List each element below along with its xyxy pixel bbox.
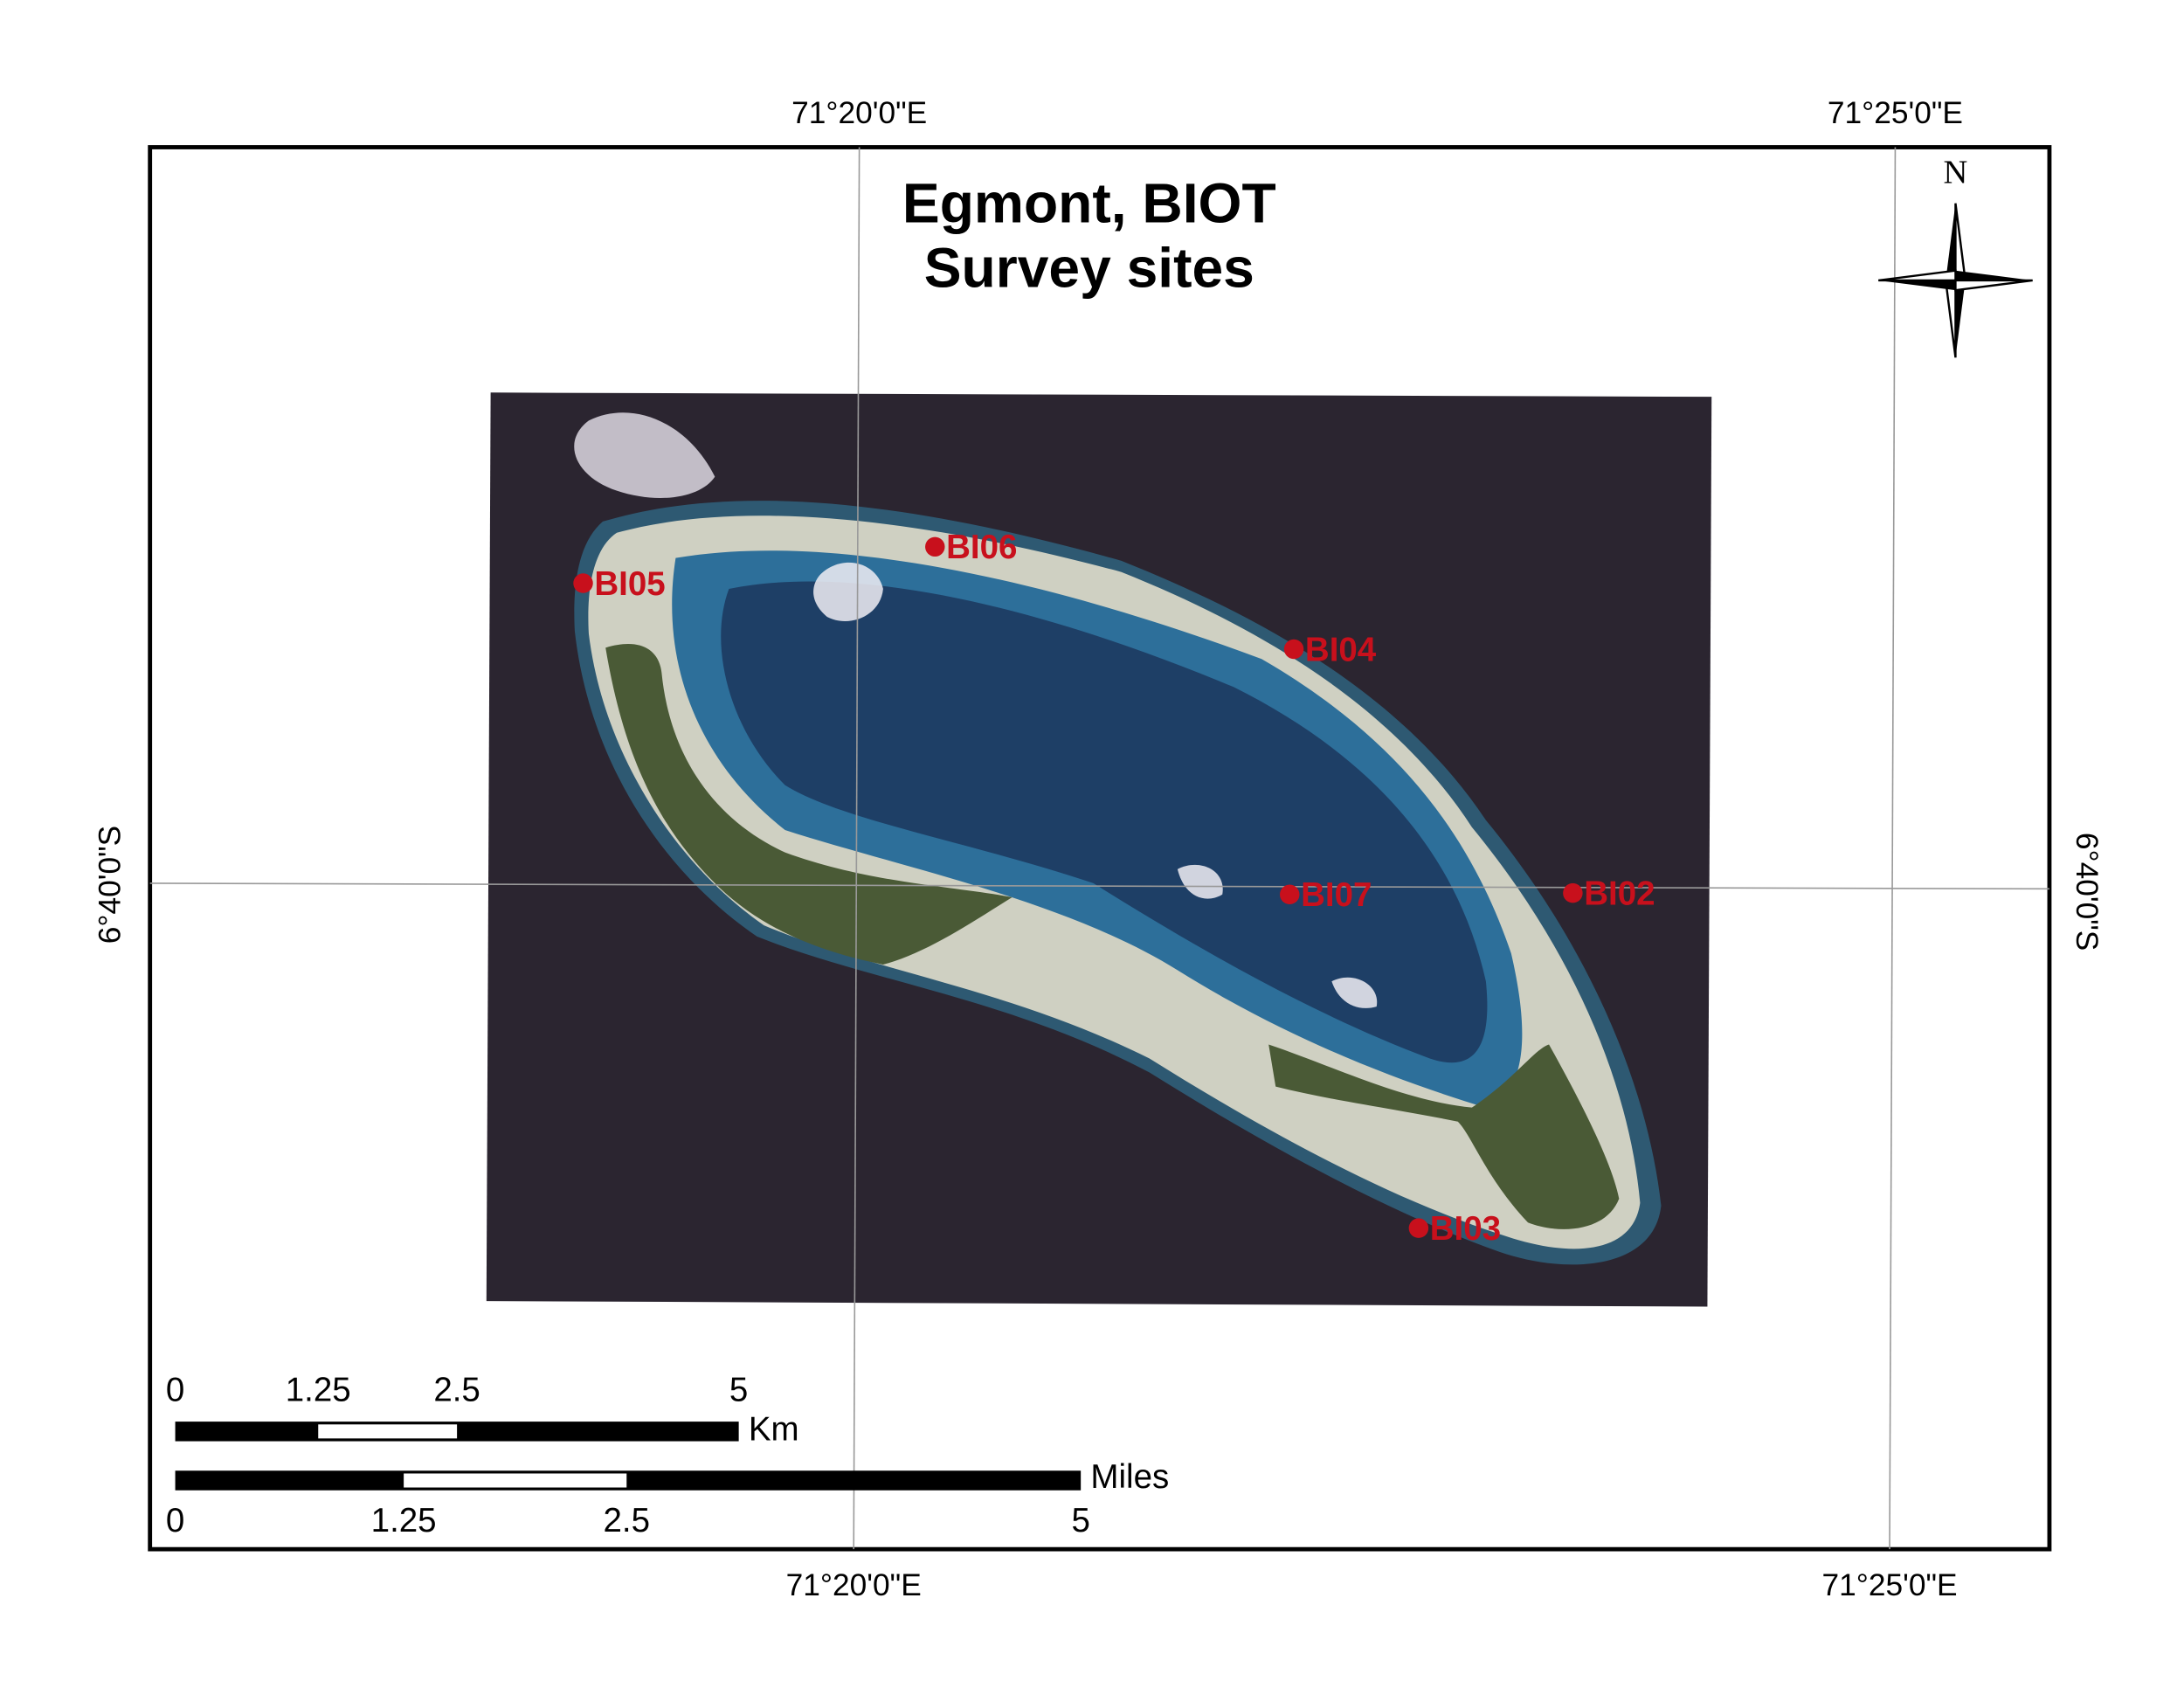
- scale-unit: Miles: [1090, 1458, 1169, 1496]
- site-marker: [573, 573, 593, 593]
- scale-bar-km: 0 1.25 2.5 5 Km: [166, 1372, 799, 1449]
- scale-label: 0: [166, 1372, 184, 1409]
- north-arrow: N: [1878, 154, 2033, 358]
- site-label: BI06: [946, 529, 1017, 566]
- site-label: BI05: [594, 565, 665, 603]
- scale-label: 5: [729, 1372, 748, 1409]
- site-marker: [925, 536, 945, 557]
- graticule-label: 6°40'0"S: [93, 826, 128, 944]
- scale-label: 1.25: [286, 1372, 351, 1409]
- site-label: BI02: [1584, 875, 1655, 913]
- satellite-image: [486, 392, 1712, 1307]
- site-marker: [1280, 884, 1300, 904]
- site-label: BI07: [1301, 876, 1372, 914]
- graticule-label: 71°20'0"E: [786, 1568, 922, 1602]
- scale-label: 1.25: [371, 1502, 437, 1539]
- site-label: BI03: [1430, 1210, 1501, 1248]
- survey-sites: BI05 BI06 BI04 BI07 BI02 BI03: [573, 529, 1655, 1248]
- graticule-line: [1889, 147, 1897, 1550]
- graticule-label: 71°25'0"E: [1828, 96, 1963, 130]
- scale-label: 0: [166, 1502, 184, 1539]
- north-label: N: [1944, 154, 1968, 190]
- site-marker: [1408, 1218, 1429, 1238]
- map-title: Egmont, BIOT: [902, 171, 1276, 234]
- graticule-label: 71°20'0"E: [791, 96, 927, 130]
- scale-unit: Km: [749, 1411, 799, 1449]
- scale-bar-miles: 0 1.25 2.5 5 Miles: [166, 1458, 1169, 1539]
- scale-label: 2.5: [433, 1372, 480, 1409]
- site-marker: [1283, 639, 1304, 660]
- site-label: BI04: [1305, 631, 1377, 668]
- graticule-line: [149, 882, 2049, 890]
- scale-label: 5: [1071, 1502, 1089, 1539]
- graticule-label: 71°25'0"E: [1821, 1568, 1957, 1602]
- map-subtitle: Survey sites: [924, 236, 1254, 299]
- graticule-line: [853, 147, 860, 1550]
- graticule-label: 6°40'0"S: [2070, 833, 2104, 951]
- scale-label: 2.5: [604, 1502, 651, 1539]
- site-marker: [1563, 882, 1583, 903]
